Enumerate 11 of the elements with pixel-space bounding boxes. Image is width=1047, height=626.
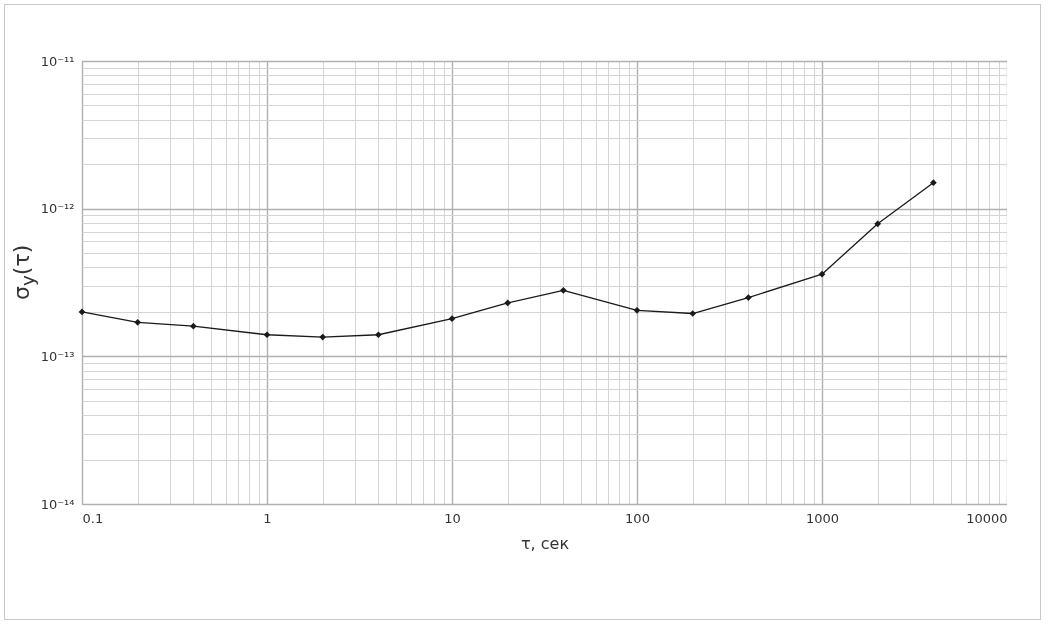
x-tick-label: 100 [625,510,650,526]
y-tick-label: 10⁻¹² [40,201,75,217]
y-tick-label: 10⁻¹³ [40,348,75,364]
x-tick-label: 10 [444,510,461,526]
x-tick-label: 0.1 [82,510,104,526]
y-tick-label: 10⁻¹¹ [40,53,75,69]
x-axis-title: τ, сек [520,533,570,553]
x-tick-label: 10000 [966,510,1008,526]
x-tick-label: 1000 [805,510,840,526]
y-tick-label: 10⁻¹⁴ [40,496,75,512]
x-tick-label: 1 [263,510,272,526]
